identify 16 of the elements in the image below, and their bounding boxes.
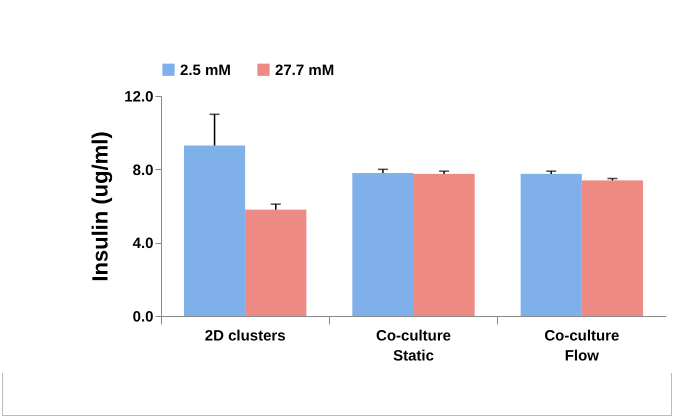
bar	[582, 180, 644, 316]
x-tick-label: Co-culture Flow	[544, 328, 620, 364]
bar	[352, 173, 414, 316]
legend-label: 2.5 mM	[180, 62, 231, 79]
bar	[520, 174, 582, 316]
bar	[184, 146, 246, 316]
y-tick-label: 8.0	[132, 162, 154, 179]
y-tick-label: 0.0	[132, 308, 154, 326]
x-tick-label: 2D clusters	[204, 328, 286, 344]
y-tick-label: 4.0	[132, 235, 154, 252]
x-tick-label: Co-culture Static	[376, 328, 451, 364]
bar	[245, 210, 306, 316]
bar	[414, 174, 475, 316]
y-tick-label: 12.0	[124, 88, 154, 106]
y-axis-title: Insulin (ug/ml)	[87, 131, 112, 282]
legend-label: 27.7 mM	[275, 62, 334, 79]
